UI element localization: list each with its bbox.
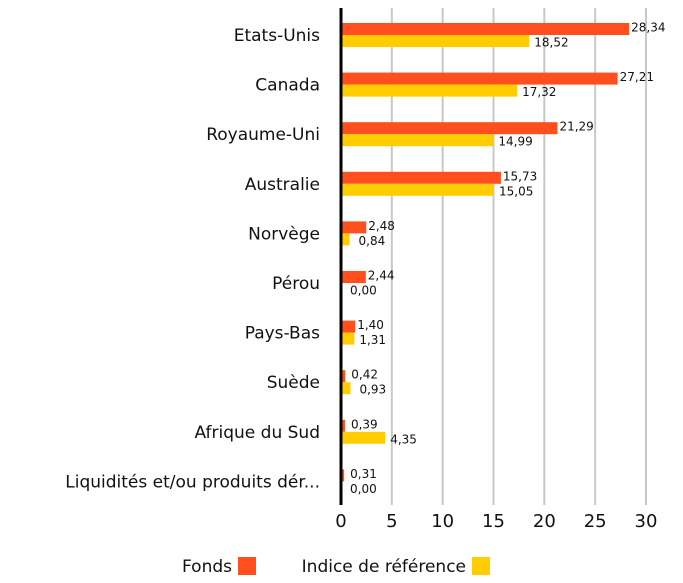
- x-tick-label: 5: [386, 511, 397, 532]
- value-label: 27,21: [620, 70, 654, 84]
- x-tick-label: 30: [635, 511, 658, 532]
- value-label: 21,29: [559, 120, 593, 134]
- y-tick-label: Canada: [255, 76, 320, 96]
- value-label: 17,32: [522, 85, 556, 99]
- legend-swatch: [238, 557, 256, 575]
- value-label: 1,40: [357, 318, 384, 332]
- x-tick-label: 25: [584, 511, 607, 532]
- value-label: 0,42: [351, 368, 378, 382]
- bar: [341, 23, 630, 35]
- value-label: 0,84: [359, 234, 386, 248]
- y-tick-label: Australie: [245, 175, 320, 195]
- x-tick-label: 0: [335, 511, 346, 532]
- bar: [341, 419, 345, 432]
- x-tick-label: 20: [533, 511, 556, 532]
- bar: [341, 84, 518, 97]
- bar: [341, 134, 494, 147]
- value-label: 18,52: [534, 36, 568, 50]
- value-label: 1,31: [359, 333, 386, 347]
- value-label: 15,73: [503, 169, 537, 183]
- value-label: 15,05: [499, 184, 533, 198]
- y-tick-label: Royaume-Uni: [206, 125, 320, 145]
- x-tick-label: 15: [482, 511, 505, 532]
- value-label: 2,44: [368, 269, 395, 283]
- bar: [341, 122, 558, 135]
- y-tick-label: Liquidités et/ou produits dér...: [65, 472, 320, 492]
- value-label: 0,00: [350, 482, 377, 496]
- bar: [341, 233, 350, 246]
- bar: [341, 320, 356, 333]
- bar: [341, 221, 367, 234]
- legend-label: Indice de référence: [302, 557, 466, 577]
- bar: [341, 382, 351, 395]
- x-tick-label: 10: [431, 511, 454, 532]
- y-tick-label: Pérou: [272, 274, 320, 294]
- value-label: 0,93: [359, 383, 386, 397]
- bar: [341, 72, 618, 85]
- bar: [341, 332, 355, 345]
- bar: [341, 370, 346, 383]
- y-tick-label: Norvège: [248, 224, 320, 244]
- bar: [341, 35, 530, 47]
- value-label: 0,31: [350, 467, 377, 481]
- value-label: 4,35: [390, 432, 417, 446]
- value-label: 28,34: [631, 21, 665, 35]
- value-label: 0,39: [351, 417, 378, 431]
- bar: [341, 171, 501, 184]
- bar: [341, 271, 366, 283]
- legend-label: Fonds: [182, 557, 232, 577]
- bar: [341, 183, 495, 196]
- legend: Fonds Indice de référence: [182, 557, 490, 577]
- y-tick-label: Pays-Bas: [245, 324, 320, 344]
- value-label: 2,48: [368, 219, 395, 233]
- y-tick-label: Suède: [267, 373, 320, 393]
- y-tick-label: Afrique du Sud: [195, 423, 320, 443]
- legend-swatch: [472, 557, 490, 575]
- bar: [341, 431, 386, 444]
- value-label: 14,99: [498, 135, 532, 149]
- value-label: 0,00: [350, 284, 377, 298]
- y-tick-label: Etats-Unis: [234, 26, 320, 46]
- bar: [341, 469, 345, 482]
